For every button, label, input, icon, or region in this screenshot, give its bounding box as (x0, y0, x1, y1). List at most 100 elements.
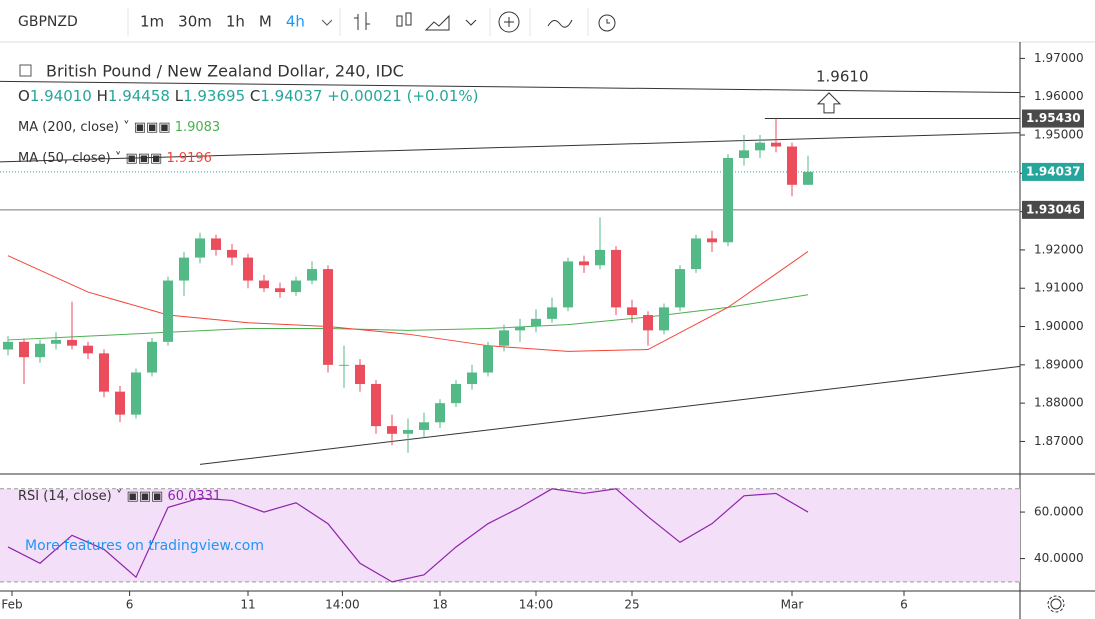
candle-body (307, 269, 317, 281)
y-tick-label: 1.87000 (1034, 434, 1084, 448)
ohlc-legend: O1.94010 H1.94458 L1.93695 C1.94037 +0.0… (18, 87, 479, 105)
candles-icon[interactable] (396, 15, 403, 27)
symbol[interactable]: GBPNZD (18, 14, 78, 30)
price-badge (1022, 109, 1084, 128)
compare-icon[interactable] (547, 19, 573, 28)
candle-body (547, 307, 557, 319)
area-icon[interactable] (424, 14, 450, 31)
candle-body (723, 157, 733, 243)
candle-body (163, 280, 173, 342)
candle-body (627, 307, 637, 316)
separators (127, 8, 589, 36)
indicators-icon[interactable] (498, 11, 520, 33)
candle-body (755, 142, 765, 151)
candle-body (371, 383, 381, 427)
legend-part: 1.93695 (183, 87, 245, 105)
candle-body (803, 171, 813, 185)
rsi-band (0, 488, 1020, 582)
annotation-label: 1.9610 (816, 67, 869, 85)
candle-body (563, 261, 573, 308)
candle-body (483, 345, 493, 373)
candle-body (451, 383, 461, 404)
x-tick-label: Feb (1, 598, 22, 612)
interval-button[interactable]: 4h (286, 13, 305, 31)
rsi-tick-label: 60.0000 (1034, 505, 1084, 519)
candle-body (691, 238, 701, 270)
candle-body (35, 343, 45, 358)
interval-button[interactable]: 1m (140, 13, 164, 31)
legend-part: C (250, 87, 260, 105)
x-tick-label: 14:00 (519, 598, 554, 612)
y-tick-label: 1.90000 (1034, 319, 1084, 333)
price-badge-label: 1.95430 (1026, 111, 1081, 125)
x-tick-label: 14:00 (325, 598, 360, 612)
legend-part: O (18, 87, 30, 105)
candle-body (211, 238, 221, 250)
candle-body (195, 238, 205, 258)
interval-group: 1m 30m 1h M 4h (140, 13, 305, 31)
rsi-legend: RSI (14, close) ˅ ▣▣▣ 60.0331 (18, 489, 221, 504)
rsi-line (7, 488, 809, 583)
legend-part: RSI (14, close) (18, 489, 112, 504)
y-tick-label: 1.92000 (1034, 242, 1084, 256)
interval-button[interactable]: M (259, 13, 272, 31)
alert-icon[interactable] (598, 14, 616, 32)
collapse-icon[interactable] (19, 64, 32, 77)
ma-legend: MA (200, close) ˅ ▣▣▣ 1.9083 (18, 120, 220, 135)
interval-button[interactable]: 30m (178, 13, 212, 31)
candle-body (611, 249, 621, 308)
legend-part: 1.94037 (260, 87, 322, 105)
candle-body (419, 422, 429, 430)
legend-title: British Pound / New Zealand Dollar, 240,… (46, 62, 404, 81)
trend-line (199, 365, 1021, 465)
settings-icon[interactable] (1047, 595, 1065, 613)
watermark[interactable]: More features on tradingview.com (25, 538, 264, 554)
candles-icon-2[interactable] (405, 12, 412, 26)
ma-legend: MA (50, close) ˅ ▣▣▣ 1.9196 (18, 151, 212, 166)
rsi-tick-label: 40.0000 (1034, 551, 1084, 565)
candle-body (227, 249, 237, 258)
candle-body (355, 364, 365, 384)
candle-body (515, 326, 525, 331)
candle-body (19, 341, 29, 358)
tool-icons (354, 11, 616, 33)
y-tick-label: 1.95000 (1034, 128, 1084, 142)
candle-body (771, 142, 781, 147)
candle-body (787, 146, 797, 185)
x-tick-label: 25 (624, 598, 639, 612)
candle-body (99, 353, 109, 392)
candle-body (387, 426, 397, 434)
price-badge (1022, 162, 1084, 181)
legend-part: ˅ ▣▣▣ (112, 489, 168, 504)
annotation-arrow (816, 92, 842, 114)
candle-body (739, 150, 749, 158)
legend-part: ˅ ▣▣▣ (119, 120, 175, 135)
x-tick-label: 6 (126, 598, 134, 612)
legend-part: +0.00021 (327, 87, 402, 105)
ma-line (7, 294, 809, 341)
candle-body (83, 345, 93, 354)
legend-part: 1.9083 (175, 120, 221, 135)
plot: 1.970001.960001.950001.940001.930001.920… (0, 51, 1084, 612)
legend-part: ˅ ▣▣▣ (111, 151, 167, 166)
candle-body (275, 288, 285, 293)
candle-body (499, 330, 509, 346)
legend-part: L (175, 87, 184, 105)
x-tick-label: 11 (240, 598, 255, 612)
y-tick-label: 1.96000 (1034, 89, 1084, 103)
y-tick-label: 1.88000 (1034, 396, 1084, 410)
candle-body (3, 341, 13, 350)
dropdown-icon[interactable] (321, 19, 333, 26)
interval-button[interactable]: 1h (226, 13, 245, 31)
legend-part: H (97, 87, 108, 105)
candle-body (179, 257, 189, 281)
candle-body (243, 257, 253, 281)
candle-body (291, 280, 301, 293)
y-tick-label: 1.89000 (1034, 357, 1084, 371)
legend-part: (+0.01%) (407, 87, 479, 105)
legend-part: 1.94010 (30, 87, 92, 105)
dropdown-icon-2[interactable] (465, 19, 477, 26)
bars-icon[interactable] (354, 12, 370, 30)
legend: British Pound / New Zealand Dollar, 240,… (18, 62, 479, 555)
